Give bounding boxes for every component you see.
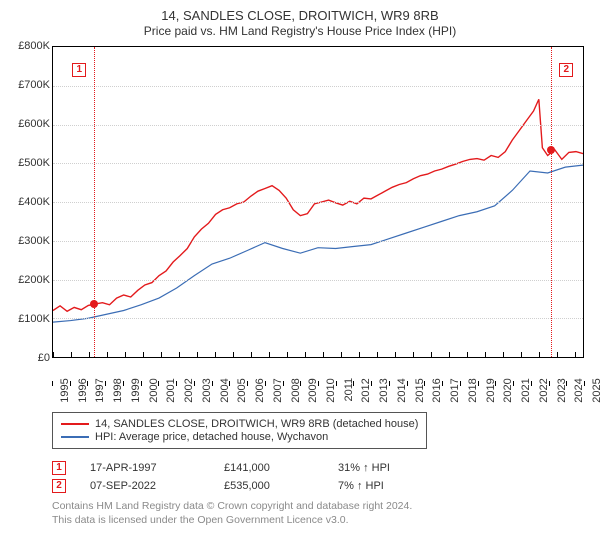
legend-swatch [61, 436, 89, 438]
legend-label: HPI: Average price, detached house, Wych… [95, 431, 328, 443]
y-tick-label: £100K [10, 313, 50, 325]
y-tick-label: £0 [10, 352, 50, 364]
transaction-price: £141,000 [224, 462, 314, 474]
transaction-marker: 1 [52, 461, 66, 475]
transaction-date: 17-APR-1997 [90, 462, 200, 474]
footer-line-1: Contains HM Land Registry data © Crown c… [52, 499, 592, 513]
x-tick-label: 2025 [591, 378, 600, 402]
y-tick-label: £400K [10, 196, 50, 208]
legend-swatch [61, 423, 89, 425]
transaction-table: 1 17-APR-1997 £141,000 31% ↑ HPI 2 07-SEP-202… [52, 461, 592, 493]
chart-marker-2: 2 [559, 63, 573, 77]
transaction-dot [547, 146, 555, 154]
transaction-date: 07-SEP-2022 [90, 480, 200, 492]
y-tick-label: £800K [10, 40, 50, 52]
title-sub: Price paid vs. HM Land Registry's House … [8, 24, 592, 38]
transaction-marker: 2 [52, 479, 66, 493]
transaction-row: 1 17-APR-1997 £141,000 31% ↑ HPI [52, 461, 592, 475]
chart-marker-1: 1 [72, 63, 86, 77]
transaction-row: 2 07-SEP-2022 £535,000 7% ↑ HPI [52, 479, 592, 493]
legend-label: 14, SANDLES CLOSE, DROITWICH, WR9 8RB (d… [95, 418, 418, 430]
title-main: 14, SANDLES CLOSE, DROITWICH, WR9 8RB [8, 8, 592, 23]
y-tick-label: £500K [10, 157, 50, 169]
legend: 14, SANDLES CLOSE, DROITWICH, WR9 8RB (d… [52, 412, 427, 449]
y-tick-label: £600K [10, 118, 50, 130]
transaction-delta: 31% ↑ HPI [338, 462, 390, 474]
y-tick-label: £700K [10, 79, 50, 91]
footer-note: Contains HM Land Registry data © Crown c… [52, 499, 592, 527]
transaction-price: £535,000 [224, 480, 314, 492]
y-tick-label: £200K [10, 274, 50, 286]
legend-item: HPI: Average price, detached house, Wych… [61, 431, 418, 443]
plot-region: 12 [52, 46, 584, 358]
legend-item: 14, SANDLES CLOSE, DROITWICH, WR9 8RB (d… [61, 418, 418, 430]
footer-line-2: This data is licensed under the Open Gov… [52, 513, 592, 527]
chart-area: £0 £100K £200K £300K £400K £500K £600K £700K £80… [8, 42, 592, 382]
series-hpi [53, 165, 583, 322]
y-tick-label: £300K [10, 235, 50, 247]
transaction-dot [90, 300, 98, 308]
transaction-delta: 7% ↑ HPI [338, 480, 384, 492]
